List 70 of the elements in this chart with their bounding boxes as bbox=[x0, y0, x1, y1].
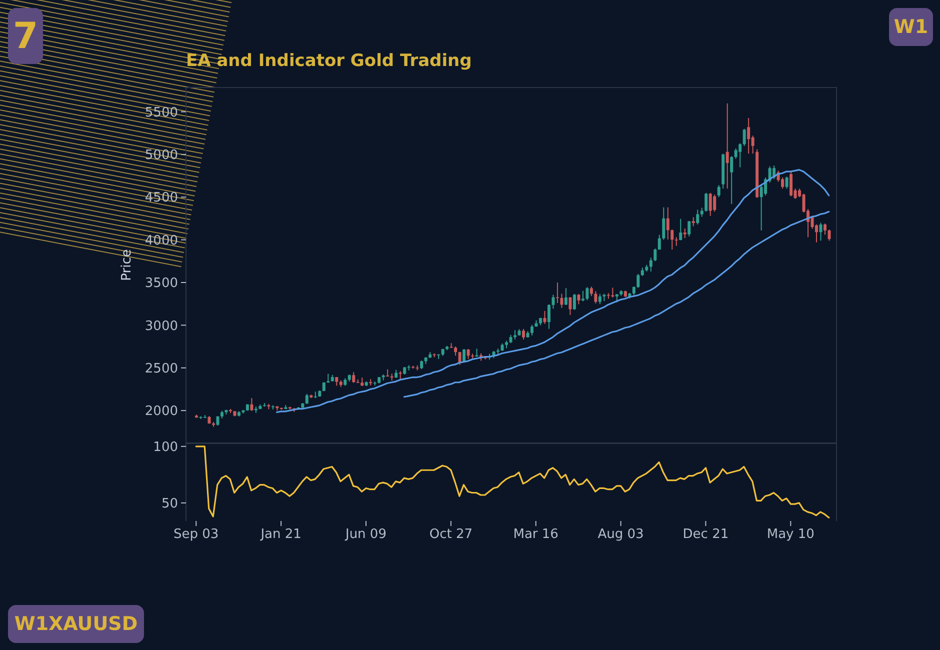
candlestick bbox=[734, 148, 738, 160]
candlestick bbox=[654, 248, 657, 262]
candlestick bbox=[560, 293, 564, 308]
y-tick-label: 3500 bbox=[144, 276, 178, 292]
candlestick bbox=[454, 346, 458, 356]
y-axis-title: Price bbox=[120, 249, 134, 281]
candlestick bbox=[747, 117, 750, 154]
line-series bbox=[276, 169, 830, 414]
candlestick bbox=[577, 294, 580, 305]
y-tick-label: 2500 bbox=[144, 361, 178, 376]
candlestick bbox=[713, 194, 716, 212]
candlestick bbox=[581, 290, 584, 302]
text: 7 bbox=[8, 8, 43, 64]
candlestick bbox=[726, 102, 729, 190]
x-tick-label: Dec 21 bbox=[682, 527, 729, 542]
candlestick bbox=[636, 273, 640, 288]
candlestick bbox=[326, 373, 330, 384]
line-series bbox=[403, 210, 830, 398]
text: W1XAUUSD bbox=[8, 605, 144, 643]
candlestick bbox=[305, 393, 308, 404]
candlestick bbox=[688, 220, 691, 237]
x-tick-label: Oct 27 bbox=[429, 527, 472, 542]
candlestick bbox=[649, 257, 652, 272]
x-tick-label: Jun 09 bbox=[344, 527, 386, 542]
candlestick bbox=[658, 234, 661, 250]
candlestick bbox=[717, 184, 720, 198]
candlestick bbox=[708, 192, 712, 216]
y-tick-label: 2000 bbox=[144, 404, 178, 420]
candlestick bbox=[730, 156, 734, 204]
x-tick-label: Jan 21 bbox=[260, 527, 302, 542]
x-tick-label: Aug 03 bbox=[598, 527, 644, 542]
candlestick bbox=[590, 286, 593, 297]
candlestick bbox=[790, 170, 793, 197]
candlestick bbox=[530, 324, 534, 336]
candlestick bbox=[819, 222, 822, 242]
candlestick bbox=[666, 206, 670, 240]
candlestick bbox=[683, 228, 686, 239]
candlestick bbox=[781, 176, 784, 190]
candlestick bbox=[662, 206, 666, 240]
candlestick bbox=[738, 142, 742, 168]
candlestick bbox=[828, 229, 831, 242]
candlestick bbox=[572, 293, 576, 310]
x-tick-label: May 10 bbox=[766, 527, 814, 542]
candlestick bbox=[552, 294, 555, 310]
candlestick bbox=[250, 398, 254, 412]
candlestick bbox=[352, 372, 356, 384]
candlestick bbox=[824, 223, 827, 236]
candlestick bbox=[466, 348, 470, 360]
candlestick bbox=[586, 286, 589, 301]
y-tick-label: 50 bbox=[161, 496, 178, 512]
candlestick bbox=[522, 328, 525, 340]
candlestick bbox=[594, 290, 598, 304]
candlestick bbox=[679, 218, 682, 241]
candlestick bbox=[543, 310, 546, 324]
candlestick bbox=[564, 288, 568, 306]
candlestick bbox=[696, 209, 700, 225]
candlestick bbox=[547, 304, 550, 330]
x-tick-label: Sep 03 bbox=[174, 527, 219, 542]
candlestick bbox=[611, 287, 614, 298]
candlestick bbox=[785, 176, 788, 190]
candlestick bbox=[458, 351, 462, 366]
candlestick bbox=[704, 192, 708, 212]
text: W1 bbox=[889, 8, 933, 46]
candlestick bbox=[742, 128, 746, 146]
y-tick-label: 3000 bbox=[144, 318, 178, 334]
y-tick-label: 100 bbox=[153, 440, 178, 456]
candlestick bbox=[670, 229, 674, 250]
candlestick bbox=[598, 294, 602, 305]
x-tick-label: Mar 16 bbox=[513, 527, 558, 542]
candlestick bbox=[568, 296, 572, 316]
